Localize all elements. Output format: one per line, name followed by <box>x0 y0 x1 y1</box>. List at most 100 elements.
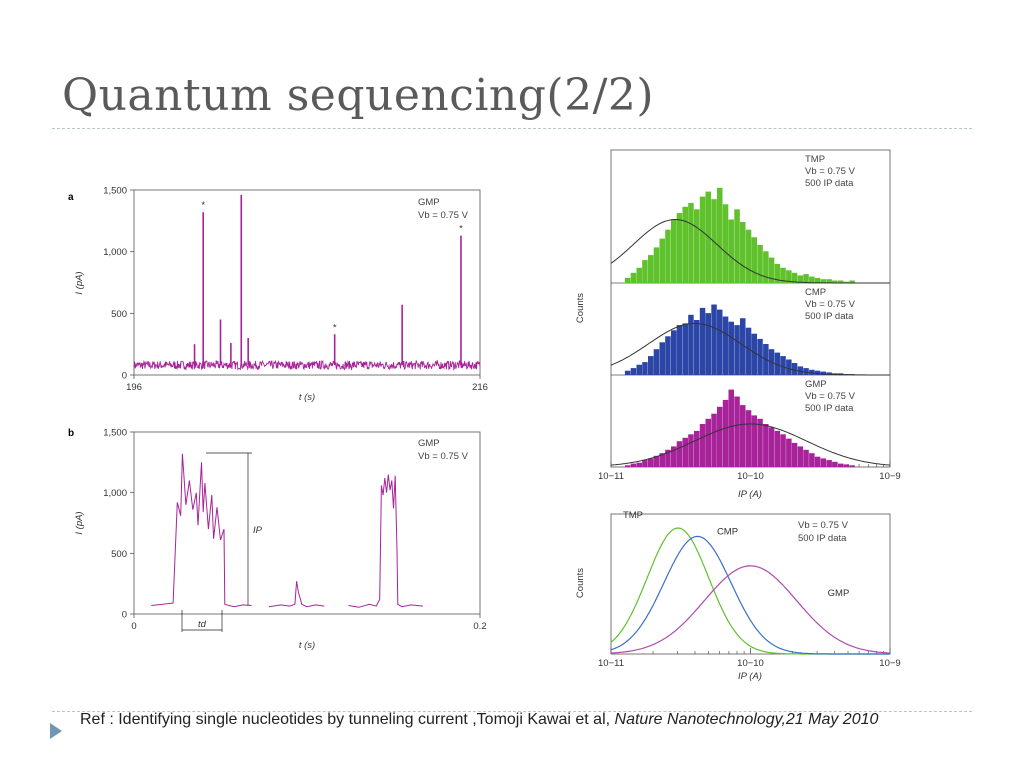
histogram-bar-tmp <box>832 280 838 283</box>
histogram-bar-gmp <box>809 453 815 467</box>
histogram-bar-cmp <box>728 321 734 375</box>
histogram-bar-tmp <box>688 203 694 283</box>
histogram-bar-gmp <box>745 410 752 467</box>
chart-a-ytick-label: 0 <box>122 371 127 382</box>
histogram-bar-cmp <box>665 336 671 375</box>
histogram-bar-gmp <box>676 441 683 467</box>
histogram-bar-cmp <box>676 325 683 375</box>
histogram-bar-gmp <box>837 463 844 467</box>
histogram-bar-gmp <box>803 449 809 467</box>
histogram-bar-gmp <box>642 460 648 467</box>
histogram-bar-cmp <box>642 362 648 375</box>
histogram-bar-tmp <box>774 263 781 283</box>
histogram-bar-cmp <box>814 370 821 375</box>
histogram-bar-tmp <box>722 204 729 283</box>
histogram-bar-cmp <box>837 373 844 375</box>
histogram-bar-tmp <box>814 277 821 283</box>
histogram-bar-cmp <box>671 330 677 375</box>
chart-a-baseline-trace <box>133 359 481 371</box>
histogram-bar-gmp <box>768 427 775 467</box>
histogram-bar-tmp <box>826 279 832 283</box>
histogram-bar-cmp <box>688 314 694 375</box>
histogram-bar-gmp <box>705 418 711 467</box>
histogram-annotation-cmp: Vb = 0.75 V <box>805 299 856 310</box>
fit-curve-gmp <box>610 565 891 654</box>
histogram-bar-cmp <box>653 349 660 375</box>
histogram-bar-tmp <box>642 260 648 283</box>
histogram-bar-tmp <box>671 219 677 283</box>
chart-b-ytick-label: 0 <box>122 610 127 621</box>
histogram-bar-tmp <box>682 206 688 283</box>
chart-c-xtick-label: 10−10 <box>737 471 764 482</box>
histogram-bar-gmp <box>820 458 827 467</box>
histogram-bar-cmp <box>636 364 642 375</box>
histogram-annotation-tmp: 500 IP data <box>805 178 854 189</box>
histogram-bar-gmp <box>653 455 660 467</box>
histogram-bar-tmp <box>768 257 775 283</box>
histogram-bar-tmp <box>751 237 757 283</box>
histogram-bar-gmp <box>636 462 642 467</box>
histogram-bar-tmp <box>630 272 637 283</box>
histogram-bar-tmp <box>734 209 740 283</box>
footer-divider <box>52 711 972 712</box>
chart-a-ytick-label: 1,500 <box>103 186 127 197</box>
histogram-bar-cmp <box>711 304 717 375</box>
histogram-bar-tmp <box>837 280 844 283</box>
ip-label: IP <box>253 525 263 536</box>
histogram-bar-cmp <box>694 320 700 375</box>
chart-b-xlabel: t (s) <box>299 640 315 651</box>
histogram-bar-gmp <box>734 396 740 467</box>
histogram-bar-gmp <box>728 389 734 467</box>
chart-d-xtick-label: 10−10 <box>737 658 764 669</box>
histogram-bar-gmp <box>751 415 757 467</box>
chart-b-ann-1: GMP <box>418 438 440 449</box>
chart-a-xlabel: t (s) <box>299 392 315 403</box>
histogram-bar-cmp <box>797 366 804 375</box>
histogram-bar-cmp <box>717 309 723 375</box>
chart-a-ylabel: I (pA) <box>74 271 85 294</box>
histogram-bar-tmp <box>803 274 809 283</box>
histogram-bar-cmp <box>659 342 665 375</box>
histogram-bar-tmp <box>636 267 642 283</box>
chart-c-ylabel: Counts <box>575 293 586 323</box>
reference-text: Ref : Identifying single nucleotides by … <box>80 707 900 733</box>
slide-title: Quantum sequencing(2/2) <box>62 70 655 121</box>
histogram-bar-gmp <box>774 430 781 467</box>
histogram-bar-gmp <box>832 461 838 467</box>
chart-a-ann-1: GMP <box>418 197 440 208</box>
chart-d-xtick-label: 10−11 <box>598 658 624 669</box>
chart-b-xtick-label: 0.2 <box>473 621 486 632</box>
td-label: td <box>198 619 207 630</box>
histogram-fit-cmp <box>610 322 890 376</box>
histogram-bar-gmp <box>791 442 798 467</box>
histogram-bar-cmp <box>734 325 740 375</box>
histogram-bar-gmp <box>826 460 832 467</box>
chart-b-ytick-label: 1,500 <box>103 428 127 439</box>
panel-b-label: b <box>68 428 74 439</box>
histogram-annotation-cmp: CMP <box>805 287 826 298</box>
histogram-bar-cmp <box>722 316 729 375</box>
chart-c-xtick-label: 10−9 <box>879 471 900 482</box>
chart-d-xtick-label: 10−9 <box>879 658 900 669</box>
histogram-bar-gmp <box>797 446 804 467</box>
histogram-bar-gmp <box>722 399 729 467</box>
histogram-annotation-tmp: TMP <box>805 154 825 165</box>
chart-a-xtick-label: 216 <box>472 382 488 393</box>
chart-a-frame <box>133 189 481 376</box>
histogram-bar-cmp <box>699 307 706 375</box>
histogram-bar-tmp <box>786 270 792 283</box>
histogram-bar-gmp <box>740 405 746 467</box>
panel-a-label: a <box>68 192 74 203</box>
histogram-annotation-tmp: Vb = 0.75 V <box>805 166 856 177</box>
chart-a-ytick-label: 1,000 <box>103 247 127 258</box>
histogram-bar-tmp <box>728 219 734 283</box>
histogram-bar-gmp <box>688 434 694 467</box>
chart-d-frame <box>610 513 891 655</box>
histogram-bar-tmp <box>648 255 654 283</box>
reference-prefix: Ref : Identifying single nucleotides by … <box>80 711 615 728</box>
chart-b: b I (pA) t (s) GMP Vb = 0.75 V IP td 0 50… <box>68 428 487 652</box>
histogram-bar-tmp <box>711 199 717 283</box>
histogram-bar-tmp <box>717 187 723 284</box>
chart-d-xlabel: IP (A) <box>738 671 762 682</box>
histogram-bar-cmp <box>745 327 752 375</box>
